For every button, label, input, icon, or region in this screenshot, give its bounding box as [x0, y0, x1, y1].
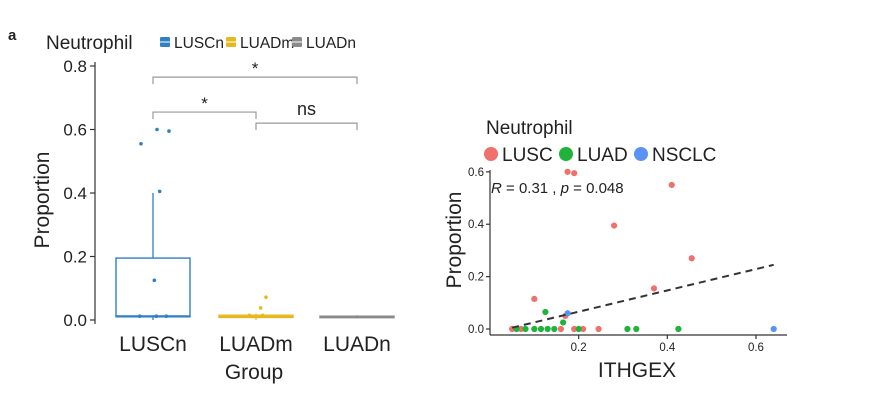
scatter-point — [560, 319, 567, 326]
scatter-legend-title: Neutrophil — [486, 118, 573, 139]
boxplot-y-tick-label: 0.0 — [63, 311, 87, 330]
legend-label: LUSC — [502, 145, 553, 166]
r-value: = 0.31 , — [502, 180, 561, 197]
scatter-legend: LUSC LUAD NSCLC — [484, 145, 716, 166]
boxplot-y-tick-label: 0.2 — [63, 248, 87, 267]
scatter-point — [575, 325, 582, 333]
boxplot-point — [152, 278, 157, 283]
p-label: p — [560, 180, 569, 197]
scatter-point — [675, 325, 682, 333]
boxplot-y-tick-label: 0.8 — [63, 57, 87, 76]
scatter-point — [650, 285, 658, 292]
legend-label: LUADm — [240, 35, 294, 52]
boxplot-point — [157, 189, 162, 194]
boxplot-point — [137, 314, 142, 318]
boxplot-point — [139, 141, 143, 146]
boxplot-panel: Neutrophil LUSCn LUADm LUADn ** ns 0.00.20.… — [31, 33, 395, 384]
scatter-point — [668, 181, 675, 189]
boxplot-point — [154, 314, 159, 318]
scatter-point — [571, 325, 578, 333]
scatter-y-tick-label: 0.6 — [468, 167, 484, 179]
scatter-y-tick-label: 0.0 — [468, 324, 484, 336]
boxplot-y-tick-label: 0.4 — [63, 184, 87, 203]
scatter-axes: 0.0 0.2 0.4 0.6 0.2 0.4 0.6 — [468, 167, 787, 354]
boxplot-point — [155, 127, 159, 132]
scatter-point — [551, 325, 558, 333]
scatter-point — [522, 325, 529, 333]
boxplot-axes: 0.0 0.2 0.4 0.6 0.8 LUSCn LUADm LUADn — [63, 57, 390, 356]
significance-bracket — [152, 76, 358, 85]
boxplot-point — [260, 313, 265, 318]
legend-marker — [559, 147, 573, 161]
boxplot-x-tick-label: LUADm — [219, 333, 293, 356]
scatter-x-axis-label: ITHGEX — [598, 359, 676, 382]
scatter-point — [595, 325, 602, 333]
boxplot-y-axis-label: Proportion — [31, 152, 54, 249]
scatter-point — [688, 255, 695, 262]
scatter-point — [531, 325, 538, 333]
scatter-point — [633, 325, 640, 333]
scatter-point — [770, 325, 777, 333]
boxplot-point — [258, 306, 263, 310]
boxplot-legend-title: Neutrophil — [46, 33, 133, 54]
panel-label: a — [8, 27, 17, 44]
scatter-x-tick-label: 0.4 — [659, 342, 676, 354]
box-LUSCn — [115, 257, 191, 318]
legend-label: LUADn — [306, 35, 356, 52]
significance-bracket — [255, 122, 358, 131]
scatter-panel: Neutrophil LUSC LUAD NSCLC 0.0 0.2 0.4 0.6 0.2… — [443, 118, 787, 382]
scatter-point — [544, 325, 551, 333]
boxplot-y-tick-label: 0.6 — [63, 121, 87, 140]
legend-marker — [484, 147, 498, 161]
boxplot-point — [247, 313, 252, 318]
legend-marker — [634, 147, 648, 161]
boxplot-point — [164, 314, 169, 318]
scatter-point — [537, 325, 545, 333]
significance-label: * — [201, 94, 208, 113]
scatter-point — [564, 168, 571, 175]
significance-label: * — [252, 59, 259, 78]
scatter-point — [557, 325, 565, 333]
significance-brackets: * * ns — [152, 59, 358, 131]
scatter-point — [611, 222, 618, 229]
scatter-y-tick-label: 0.4 — [468, 219, 485, 231]
boxplot-points — [137, 127, 268, 318]
scatter-point — [624, 325, 631, 333]
scatter-point — [531, 295, 538, 302]
scatter-y-tick-label: 0.2 — [468, 272, 484, 284]
boxplot-x-tick-label: LUSCn — [119, 333, 187, 356]
scatter-point — [579, 325, 587, 333]
boxplot-x-tick-label: LUADn — [323, 333, 391, 356]
boxplot-point — [167, 129, 171, 133]
scatter-point — [564, 310, 571, 317]
scatter-point — [571, 170, 578, 177]
trend-line — [511, 263, 774, 329]
boxplot-boxes — [115, 193, 395, 320]
scatter-point — [542, 308, 549, 316]
significance-label: ns — [297, 99, 316, 119]
r-label: R — [491, 180, 502, 197]
scatter-points — [509, 168, 777, 333]
significance-bracket — [152, 111, 257, 120]
legend-label: NSCLC — [652, 145, 716, 166]
p-value: = 0.048 — [569, 180, 624, 197]
scatter-y-axis-label: Proportion — [443, 192, 466, 289]
scatter-point — [517, 325, 525, 333]
boxplot-x-axis-label: Group — [225, 361, 283, 384]
boxplot-legend: LUSCn LUADm LUADn — [160, 35, 356, 52]
scatter-x-tick-label: 0.2 — [571, 342, 587, 354]
legend-label: LUAD — [577, 145, 628, 166]
boxplot-point — [264, 295, 268, 299]
scatter-x-tick-label: 0.6 — [748, 342, 764, 354]
legend-label: LUSCn — [174, 35, 224, 52]
correlation-annotation: R = 0.31 , p = 0.048 — [491, 180, 624, 197]
